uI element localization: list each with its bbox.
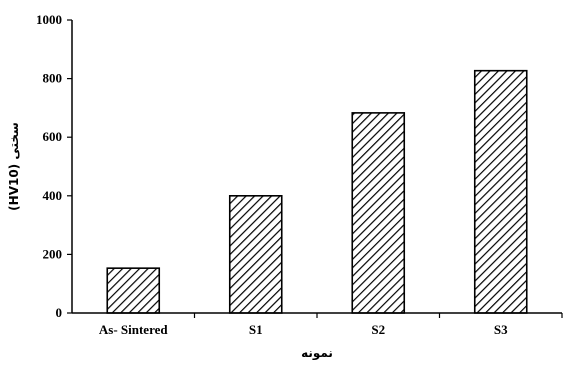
y-tick-label: 800 [43,71,63,86]
bar [106,267,161,314]
y-tick-label: 200 [43,246,63,261]
bars [106,69,528,314]
bar [351,112,406,314]
x-axis-ticks: As- Sintered S1 S2 S3 [99,313,563,337]
y-tick-label: 0 [56,305,63,320]
x-axis-title: نمونه [301,346,333,361]
y-axis-title: سختی (HV10) [7,122,21,211]
y-axis-ticks: 0 200 400 600 800 1000 [36,12,72,320]
x-tick-label: S2 [371,322,385,337]
bar [473,69,528,314]
x-tick-label: S1 [249,322,263,337]
x-tick-label: S3 [494,322,508,337]
bar [228,195,283,314]
y-tick-label: 400 [43,188,63,203]
y-tick-label: 1000 [36,12,62,27]
y-tick-label: 600 [43,129,63,144]
x-tick-label: As- Sintered [99,322,169,337]
